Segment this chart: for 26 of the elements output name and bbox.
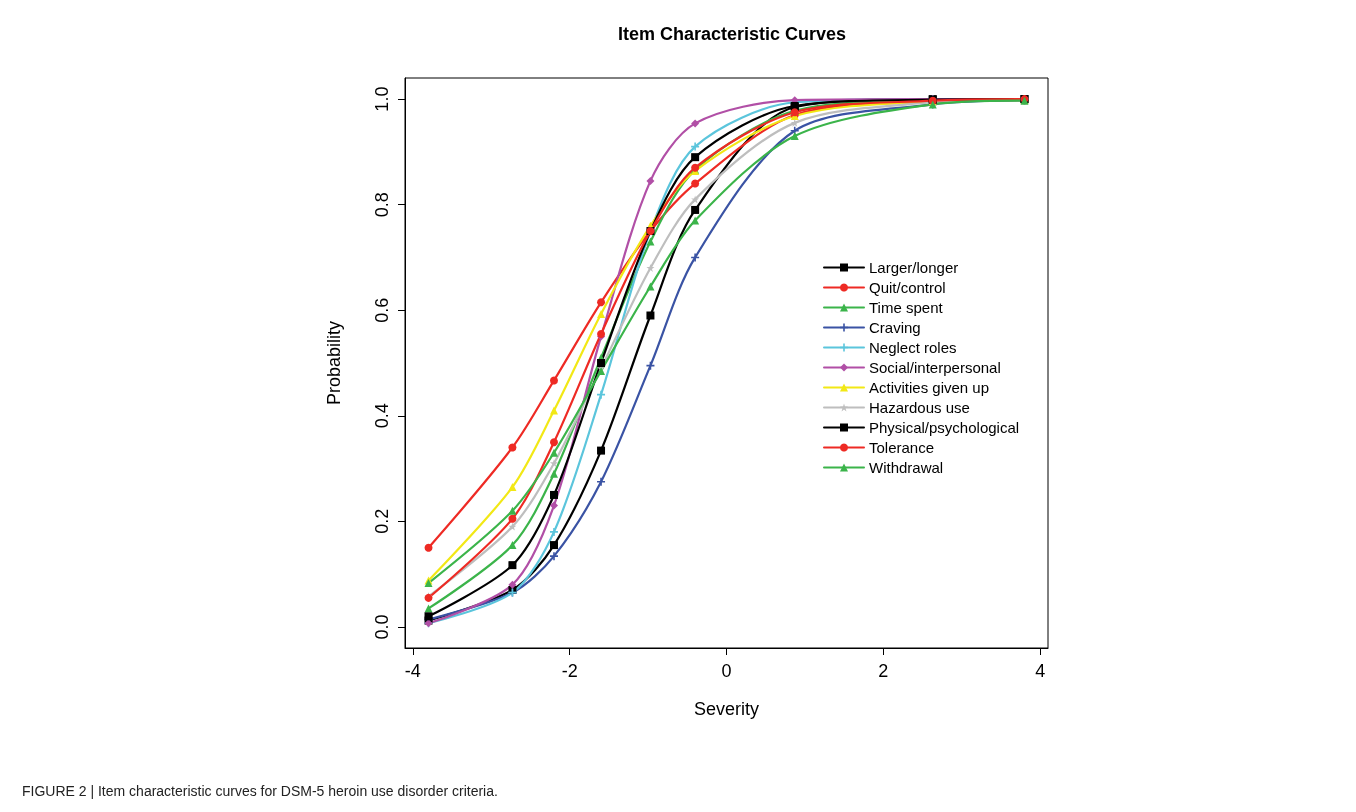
y-tick-label: 0.4	[372, 403, 392, 429]
legend-label: Hazardous use	[869, 399, 970, 416]
legend-label: Neglect roles	[869, 339, 957, 356]
x-tick-label: 4	[1035, 661, 1046, 681]
x-axis-title: Severity	[693, 699, 760, 719]
y-tick-label: 0.6	[372, 297, 392, 323]
legend-label: Craving	[869, 319, 921, 336]
chart-title: Item Characteristic Curves	[617, 24, 847, 44]
x-tick-label: 0	[721, 661, 732, 681]
x-tick-label: -2	[561, 661, 578, 681]
y-tick-label: 1.0	[372, 86, 392, 112]
legend-label: Quit/control	[869, 279, 946, 296]
legend-label: Time spent	[869, 299, 944, 316]
y-tick-label: 0.0	[372, 614, 392, 640]
legend-label: Tolerance	[869, 439, 935, 456]
legend-label: Larger/longer	[869, 259, 959, 276]
x-tick-label: -4	[404, 661, 421, 681]
caption: FIGURE 2 | Item characteristic curves for DSM-5 heroin use disorder criteria.	[22, 783, 498, 799]
x-tick-label: 2	[878, 661, 889, 681]
y-tick-label: 0.8	[372, 192, 392, 218]
legend-label: Social/interpersonal	[869, 359, 1001, 376]
legend-label: Activities given up	[869, 379, 990, 396]
legend-label: Physical/psychological	[869, 419, 1020, 436]
legend-label: Withdrawal	[869, 459, 944, 476]
y-axis-title: Probability	[324, 320, 344, 406]
y-tick-label: 0.2	[372, 508, 392, 534]
